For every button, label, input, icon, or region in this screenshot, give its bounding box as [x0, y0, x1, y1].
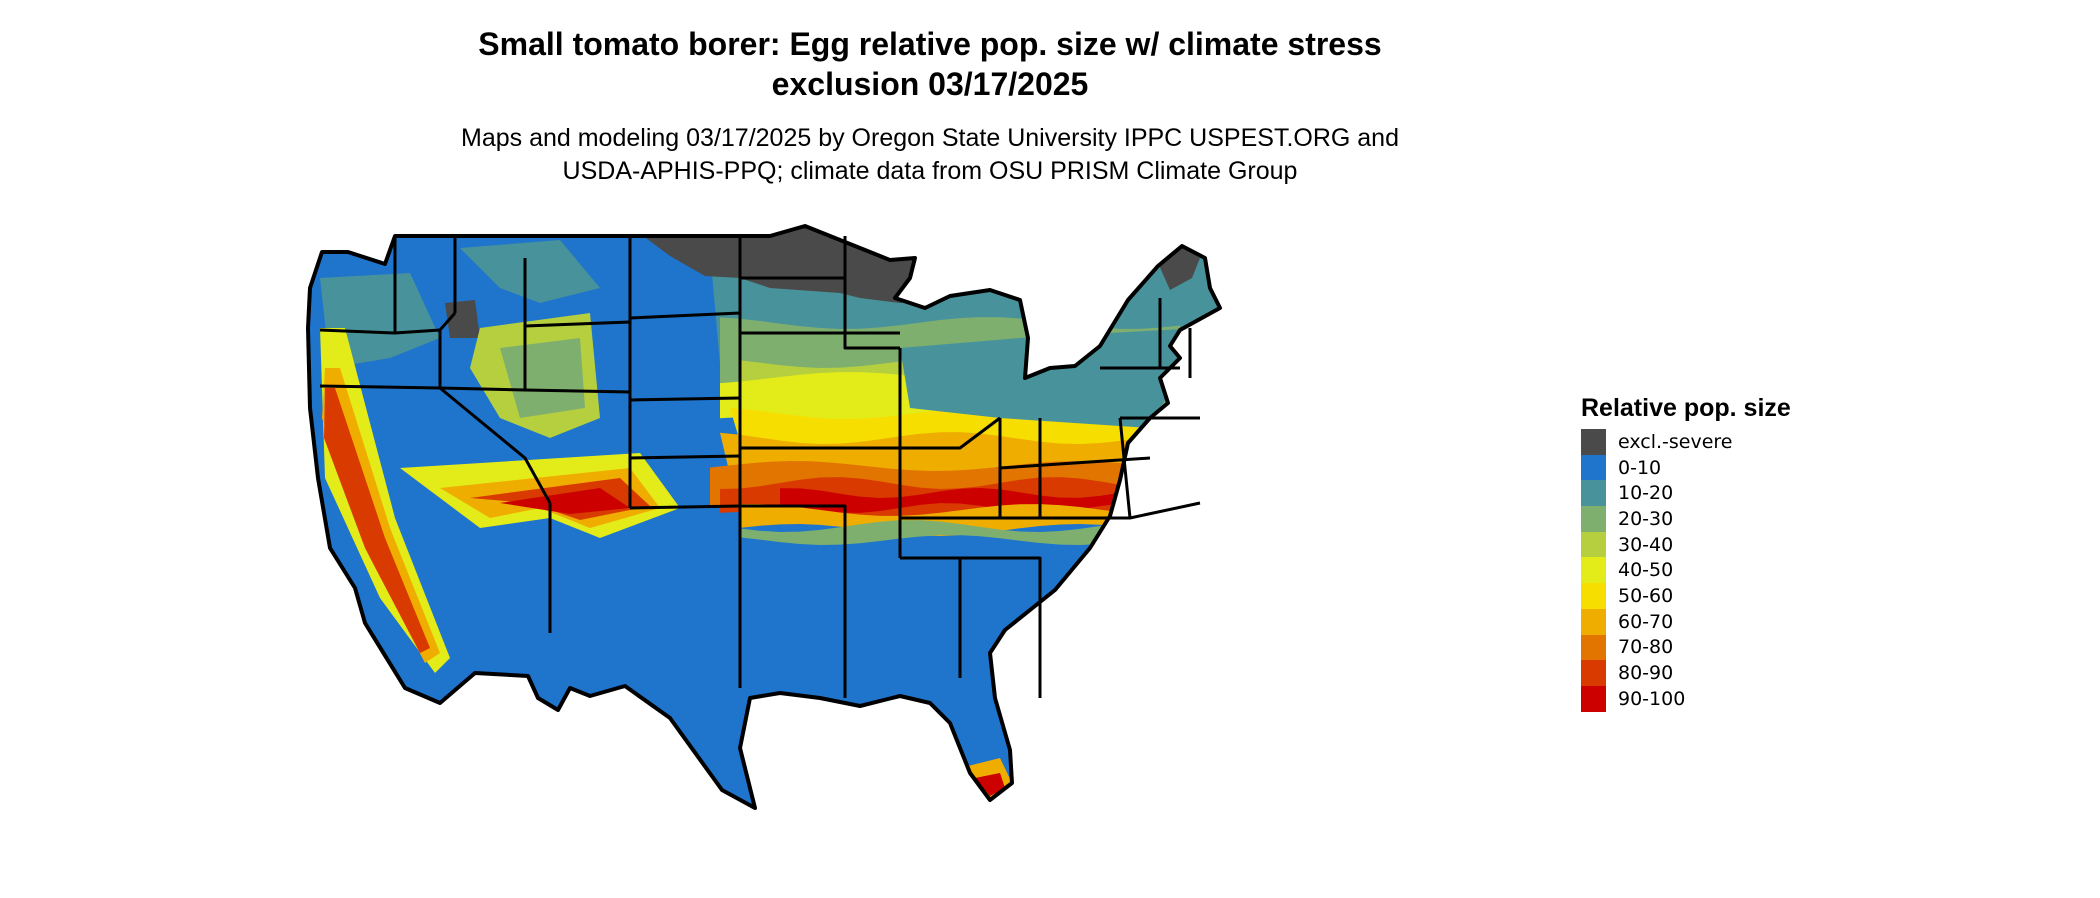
legend-item: 90-100: [1581, 685, 1791, 712]
state-border: [629, 396, 741, 402]
zone-california-2: [324, 388, 430, 653]
state-border: [740, 276, 900, 350]
us-map: [306, 224, 1222, 810]
state-border: [740, 504, 847, 698]
zone-great-basin-inner: [500, 338, 585, 418]
zone-10-20-pnw: [320, 273, 440, 368]
zone-southwest-3: [500, 488, 630, 514]
state-border: [439, 386, 552, 504]
state-borders: [306, 224, 1222, 810]
legend-swatch: [1581, 480, 1606, 507]
country-outline: [306, 224, 1222, 810]
zone-10-20-lakes: [900, 328, 1220, 428]
state-border: [524, 388, 631, 394]
legend-label: 90-100: [1618, 687, 1686, 710]
state-border: [629, 504, 741, 510]
legend-item: 40-50: [1581, 557, 1791, 584]
state-border: [960, 556, 1042, 698]
legend-label: 60-70: [1618, 610, 1674, 633]
map-subtitle-line-1: Maps and modeling 03/17/2025 by Oregon S…: [461, 124, 1399, 152]
legend-label: 30-40: [1618, 533, 1674, 556]
legend-label: 50-60: [1618, 584, 1674, 607]
legend-swatch: [1581, 583, 1606, 609]
state-border: [900, 416, 1001, 450]
legend-label: 40-50: [1618, 559, 1674, 582]
legend-label: 0-10: [1618, 456, 1662, 479]
state-border: [629, 311, 741, 320]
legend: Relative pop. size excl.-severe 0-10 10-20…: [1581, 393, 1791, 712]
legend-item: 60-70: [1581, 608, 1791, 635]
legend-swatch: [1581, 634, 1606, 661]
legend-title: Relative pop. size: [1581, 394, 1791, 422]
legend-item: 0-10: [1581, 454, 1791, 481]
legend-label: 10-20: [1618, 482, 1674, 505]
legend-label: excl.-severe: [1618, 430, 1733, 453]
legend-item: 50-60: [1581, 583, 1791, 609]
state-border: [524, 320, 631, 328]
legend-swatch: [1581, 660, 1606, 686]
legend-swatch: [1581, 557, 1606, 584]
legend-item: 20-30: [1581, 506, 1791, 532]
legend-item: 80-90: [1581, 660, 1791, 686]
zone-florida-90-100: [975, 773, 1005, 796]
legend-label: 80-90: [1618, 662, 1674, 685]
legend-swatch: [1581, 685, 1606, 712]
legend-item: 70-80: [1581, 634, 1791, 661]
legend-item: 30-40: [1581, 531, 1791, 558]
legend-label: 70-80: [1618, 636, 1674, 659]
state-border: [629, 454, 741, 460]
legend-swatch: [1581, 454, 1606, 481]
legend-item: 10-20: [1581, 480, 1791, 507]
legend-items: excl.-severe 0-10 10-20 20-30 30-40 40-50 50-6…: [1581, 429, 1791, 712]
legend-label: 20-30: [1618, 507, 1674, 530]
state-border: [1118, 417, 1132, 519]
legend-swatch: [1581, 506, 1606, 532]
legend-item: excl.-severe: [1581, 429, 1791, 455]
map-title-line-2: exclusion 03/17/2025: [771, 66, 1089, 102]
map-subtitle-line-2: USDA-APHIS-PPQ; climate data from OSU PR…: [562, 157, 1298, 185]
legend-swatch: [1581, 608, 1606, 635]
map-title-line-1: Small tomato borer: Egg relative pop. si…: [478, 26, 1382, 62]
legend-swatch: [1581, 429, 1606, 455]
legend-swatch: [1581, 531, 1606, 558]
zone-mid-atlantic: [1200, 378, 1220, 498]
zone-10-20-mt: [460, 240, 600, 303]
